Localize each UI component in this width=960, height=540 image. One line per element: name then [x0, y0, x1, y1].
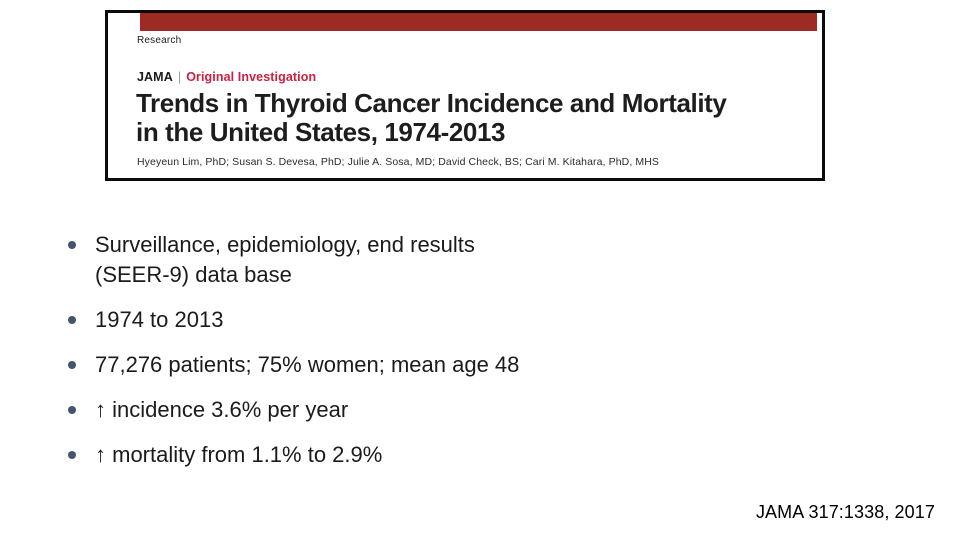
bullet-text: ↑ mortality from 1.1% to 2.9% — [95, 440, 382, 470]
article-title-line2: in the United States, 1974-2013 — [136, 117, 506, 147]
journal-line: JAMA | Original Investigation — [137, 70, 316, 84]
bullet-dot — [68, 406, 76, 414]
article-category: Original Investigation — [186, 70, 317, 84]
bullet-dot — [68, 316, 76, 324]
bullet-dot — [68, 241, 76, 249]
article-title-line1: Trends in Thyroid Cancer Incidence and M… — [136, 88, 727, 118]
bullet-line: ↑ mortality from 1.1% to 2.9% — [95, 442, 383, 467]
bullet-line: 1974 to 2013 — [95, 307, 224, 332]
bullet-text: 1974 to 2013 — [95, 305, 223, 335]
list-item: ↑ mortality from 1.1% to 2.9% — [68, 440, 588, 470]
list-item: ↑ incidence 3.6% per year — [68, 395, 588, 425]
journal-separator: | — [177, 70, 182, 84]
bullet-line: ↑ incidence 3.6% per year — [95, 397, 349, 422]
list-item: 77,276 patients; 75% women; mean age 48 — [68, 350, 588, 380]
bullet-line: Surveillance, epidemiology, end results — [95, 232, 475, 257]
journal-name: JAMA — [137, 70, 173, 84]
bullet-dot — [68, 361, 76, 369]
bullet-text: ↑ incidence 3.6% per year — [95, 395, 348, 425]
citation: JAMA 317:1338, 2017 — [755, 502, 935, 522]
article-title: Trends in Thyroid Cancer Incidence and M… — [136, 88, 727, 147]
jama-article-screenshot: Research JAMA | Original Investigation Tre… — [105, 10, 825, 181]
article-authors: Hyeyeun Lim, PhD; Susan S. Devesa, PhD; … — [137, 156, 659, 168]
bullet-text: 77,276 patients; 75% women; mean age 48 — [95, 350, 519, 380]
article-kicker: Research — [137, 35, 182, 46]
bullet-dot — [68, 451, 76, 459]
list-item: 1974 to 2013 — [68, 305, 588, 335]
jama-banner-bar — [140, 13, 817, 31]
list-item: Surveillance, epidemiology, end results … — [68, 230, 588, 290]
bullet-text: Surveillance, epidemiology, end results … — [95, 230, 475, 290]
bullet-line: (SEER-9) data base — [95, 262, 292, 287]
bullet-list: Surveillance, epidemiology, end results … — [68, 230, 588, 485]
bullet-line: 77,276 patients; 75% women; mean age 48 — [95, 352, 520, 377]
